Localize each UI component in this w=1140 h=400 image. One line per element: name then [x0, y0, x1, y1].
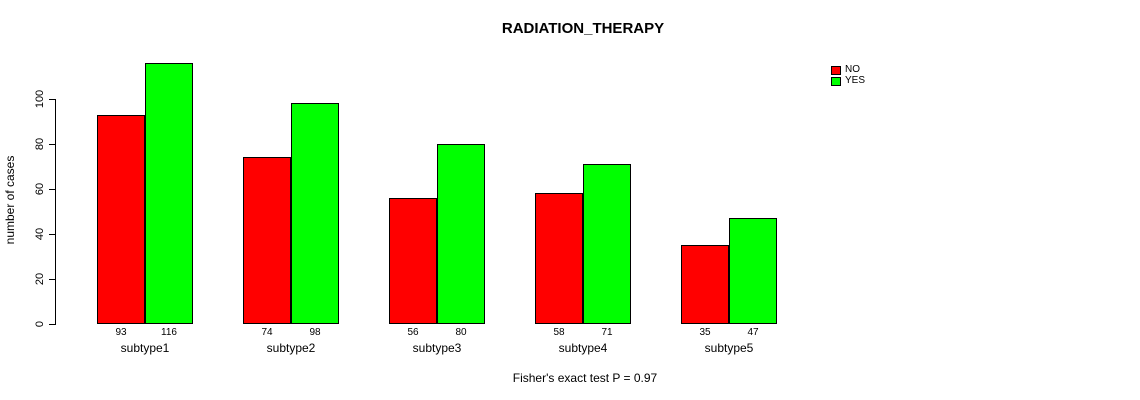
bar-yes-subtype4: [583, 164, 631, 324]
x-axis-category-label: subtype4: [558, 341, 608, 355]
bar-no-subtype3: [389, 198, 437, 324]
bar-value-label: 56: [407, 327, 419, 338]
bar-value-label: 35: [699, 327, 711, 338]
legend-item-no: NO: [831, 65, 865, 75]
y-axis-tick: [49, 234, 55, 235]
y-axis-tick-label: 20: [34, 272, 46, 286]
legend-label-yes: YES: [845, 75, 866, 86]
bar-value-label: 80: [455, 327, 467, 338]
y-axis-tick: [49, 99, 55, 100]
bar-no-subtype1: [97, 115, 145, 324]
y-axis-tick: [49, 279, 55, 280]
bar-value-label: 98: [309, 327, 321, 338]
y-axis-tick-label: 100: [34, 89, 46, 109]
legend-swatch-yes-icon: [831, 76, 841, 86]
bar-no-subtype2: [243, 157, 291, 324]
bar-yes-subtype2: [291, 103, 339, 324]
bar-value-label: 47: [747, 327, 759, 338]
y-axis-tick-label: 60: [34, 182, 46, 196]
legend-swatch-no-icon: [831, 65, 841, 75]
bar-no-subtype4: [535, 193, 583, 324]
x-axis-category-label: subtype1: [120, 341, 170, 355]
bar-yes-subtype3: [437, 144, 485, 324]
legend-item-yes: YES: [831, 76, 865, 86]
y-axis-title: number of cases: [3, 155, 17, 245]
bar-yes-subtype1: [145, 63, 193, 324]
x-axis-category-label: subtype2: [266, 341, 316, 355]
bar-yes-subtype5: [729, 218, 777, 324]
legend: NO YES: [831, 65, 865, 87]
y-axis-tick: [49, 324, 55, 325]
y-axis-tick: [49, 189, 55, 190]
bar-no-subtype5: [681, 245, 729, 324]
bar-value-label: 116: [161, 327, 177, 338]
bar-value-label: 71: [601, 327, 613, 338]
y-axis-tick-label: 80: [34, 137, 46, 151]
bar-value-label: 74: [261, 327, 273, 338]
y-axis-tick: [49, 144, 55, 145]
x-axis-category-label: subtype3: [412, 341, 462, 355]
x-axis-category-label: subtype5: [704, 341, 754, 355]
bar-value-label: 58: [553, 327, 565, 338]
stat-annotation: Fisher's exact test P = 0.97: [512, 371, 658, 385]
y-axis-tick-label: 0: [34, 320, 46, 328]
y-axis-line: [55, 99, 56, 325]
legend-label-no: NO: [845, 64, 860, 75]
bar-value-label: 93: [115, 327, 127, 338]
y-axis-tick-label: 40: [34, 227, 46, 241]
chart-title: RADIATION_THERAPY: [501, 20, 665, 37]
